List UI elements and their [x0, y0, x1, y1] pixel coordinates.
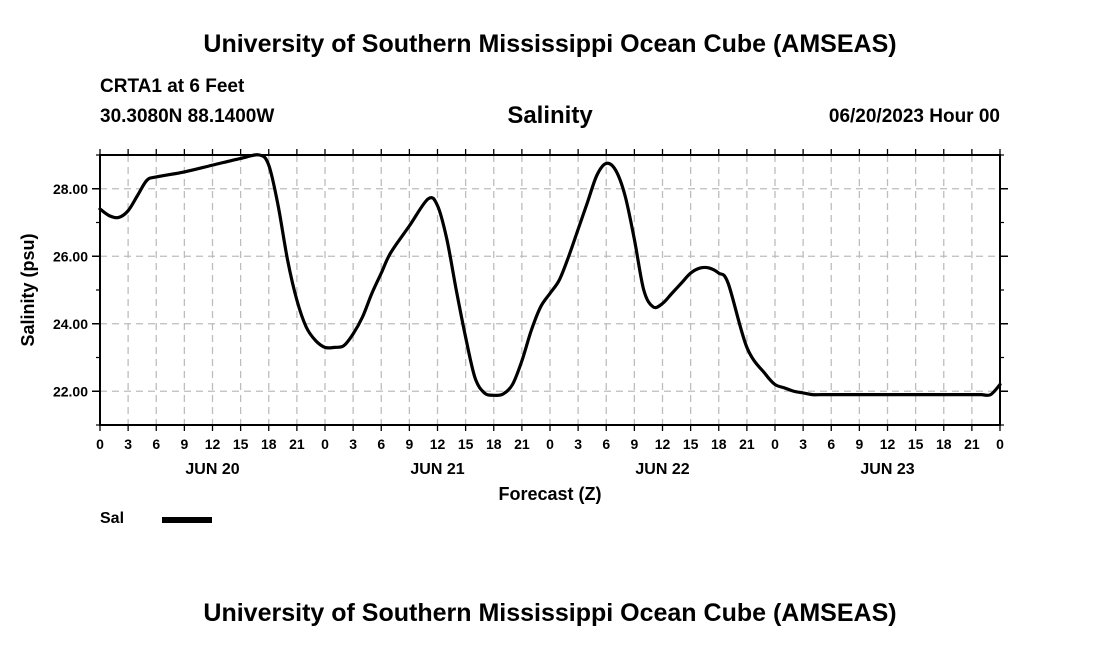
- forecast-datetime: 06/20/2023 Hour 00: [828, 106, 1000, 127]
- x-tick-label: 15: [683, 436, 699, 452]
- x-tick-label: 3: [124, 436, 132, 452]
- x-tick-label: 0: [96, 436, 104, 452]
- x-tick-label: 3: [574, 436, 582, 452]
- x-tick-label: 18: [936, 436, 952, 452]
- x-tick-label: 21: [964, 436, 980, 452]
- x-tick-label: 9: [180, 436, 188, 452]
- x-tick-label: 3: [799, 436, 807, 452]
- chart-title: Salinity: [507, 102, 593, 129]
- coordinates-label: 30.3080N 88.1400W: [100, 106, 275, 127]
- x-tick-label: 0: [996, 436, 1004, 452]
- legend-label: Sal: [100, 510, 125, 527]
- plot-frame: [99, 154, 1001, 426]
- footer-title: University of Southern Mississippi Ocean…: [203, 599, 897, 627]
- legend-swatch: [162, 517, 212, 523]
- y-tick-label: 24.00: [53, 316, 88, 332]
- x-tick-label: 0: [771, 436, 779, 452]
- y-axis-label: Salinity (psu): [18, 233, 38, 346]
- x-tick-label: 6: [152, 436, 160, 452]
- series-line-sal: [98, 153, 1002, 398]
- x-tick-label: 15: [233, 436, 249, 452]
- x-tick-label: 15: [458, 436, 474, 452]
- day-label: JUN 21: [410, 461, 464, 478]
- x-tick-label: 6: [602, 436, 610, 452]
- y-tick-label: 26.00: [53, 248, 88, 264]
- x-tick-label: 12: [430, 436, 446, 452]
- x-tick-label: 18: [486, 436, 502, 452]
- x-tick-label: 15: [908, 436, 924, 452]
- x-tick-label: 9: [630, 436, 638, 452]
- x-tick-label: 18: [711, 436, 727, 452]
- x-tick-label: 18: [261, 436, 277, 452]
- station-label: CRTA1 at 6 Feet: [100, 76, 245, 97]
- chart-main-title: University of Southern Mississippi Ocean…: [203, 30, 897, 58]
- x-tick-label: 9: [405, 436, 413, 452]
- y-tick-label: 28.00: [53, 181, 88, 197]
- x-tick-label: 12: [205, 436, 221, 452]
- y-tick-label: 22.00: [53, 383, 88, 399]
- x-tick-label: 6: [827, 436, 835, 452]
- x-tick-label: 9: [855, 436, 863, 452]
- x-tick-label: 6: [377, 436, 385, 452]
- day-label: JUN 23: [860, 461, 914, 478]
- x-tick-label: 21: [739, 436, 755, 452]
- x-tick-label: 3: [349, 436, 357, 452]
- x-tick-label: 21: [289, 436, 305, 452]
- x-axis-label: Forecast (Z): [498, 484, 601, 504]
- day-label: JUN 20: [185, 461, 239, 478]
- x-tick-label: 0: [546, 436, 554, 452]
- x-tick-label: 12: [880, 436, 896, 452]
- x-tick-label: 12: [655, 436, 671, 452]
- day-label: JUN 22: [635, 461, 689, 478]
- x-tick-label: 21: [514, 436, 530, 452]
- x-tick-label: 0: [321, 436, 329, 452]
